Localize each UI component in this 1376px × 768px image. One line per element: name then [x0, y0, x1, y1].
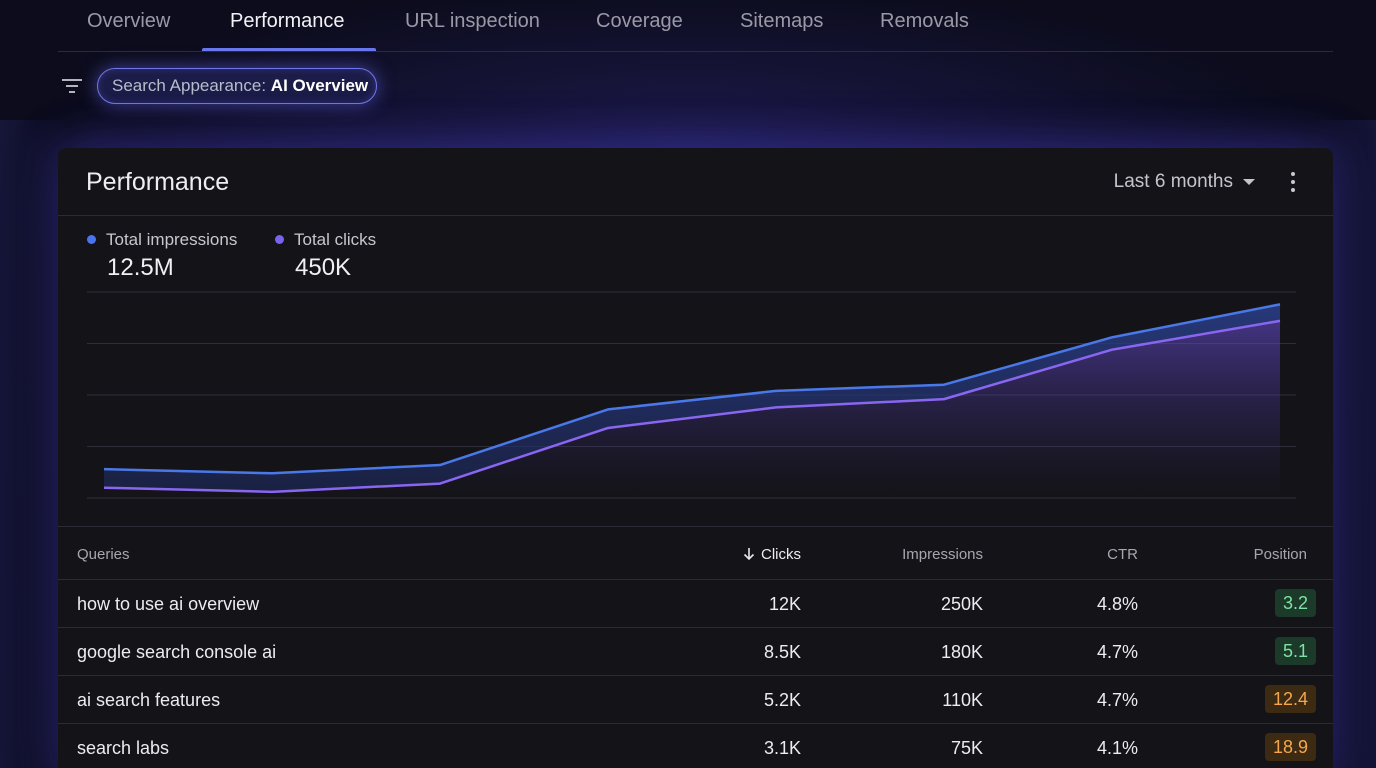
header-clicks-label: Clicks [761, 546, 801, 563]
query-cell: how to use ai overview [77, 594, 260, 614]
position-badge: 18.9 [1264, 733, 1316, 761]
table-header-row: Queries Clicks Impressions CTR Position [58, 526, 1333, 580]
table-row[interactable]: search labs 3.1K 75K 4.1% 18.9 [58, 724, 1333, 768]
header-queries[interactable]: Queries [77, 546, 130, 563]
filter-icon[interactable] [61, 76, 83, 96]
metric-label: Total clicks [294, 230, 377, 249]
clicks-cell: 5.2K [763, 690, 801, 710]
search-appearance-filter-chip[interactable]: Search Appearance: AI Overview [97, 68, 377, 104]
table-row[interactable]: ai search features 5.2K 110K 4.7% 12.4 [58, 676, 1333, 724]
header-impressions[interactable]: Impressions [902, 546, 983, 563]
ctr-cell: 4.1% [1096, 738, 1138, 758]
impressions-cell: 180K [940, 642, 983, 662]
performance-card: Performance Last 6 months Total impressi… [58, 148, 1333, 768]
date-range-label: Last 6 months [1113, 171, 1233, 192]
header-position[interactable]: Position [1253, 546, 1307, 563]
tab-sitemaps[interactable]: Sitemaps [740, 10, 824, 32]
header-clicks[interactable]: Clicks [743, 546, 801, 563]
clicks-cell: 8.5K [763, 642, 801, 662]
card-title: Performance [86, 168, 230, 196]
metric-total-clicks[interactable]: Total clicks 450K [275, 230, 376, 282]
clicks-cell: 3.1K [763, 738, 801, 758]
metric-total-impressions[interactable]: Total impressions 12.5M [87, 230, 237, 282]
tab-removals[interactable]: Removals [880, 10, 969, 32]
active-tab-indicator [202, 48, 376, 51]
position-badge: 3.2 [1274, 589, 1316, 617]
impressions-cell: 110K [942, 690, 983, 710]
caret-down-icon [1243, 178, 1255, 185]
ctr-cell: 4.7% [1096, 642, 1138, 662]
metric-value: 12.5M [107, 254, 174, 281]
clicks-cell: 12K [768, 594, 801, 614]
ctr-cell: 4.8% [1096, 594, 1138, 614]
impressions-dot-icon [87, 235, 96, 244]
queries-table: Queries Clicks Impressions CTR Position … [58, 526, 1333, 768]
tab-url-inspection[interactable]: URL inspection [405, 10, 540, 32]
filter-chip-value: AI Overview [270, 76, 369, 95]
query-cell: ai search features [77, 690, 221, 710]
tab-coverage[interactable]: Coverage [596, 10, 683, 32]
metric-value: 450K [295, 254, 352, 281]
performance-chart [87, 291, 1296, 499]
table-row[interactable]: how to use ai overview 12K 250K 4.8% 3.2 [58, 580, 1333, 628]
impressions-series-line [103, 303, 1281, 475]
date-range-dropdown[interactable]: Last 6 months [1114, 171, 1255, 193]
tab-performance[interactable]: Performance [230, 10, 345, 32]
top-tab-bar: Overview Performance URL inspection Cove… [58, 0, 1333, 52]
arrow-down-icon [743, 548, 755, 561]
clicks-series-line [103, 319, 1281, 494]
table-row[interactable]: google search console ai 8.5K 180K 4.7% … [58, 628, 1333, 676]
card-header-divider [58, 215, 1333, 216]
tab-overview[interactable]: Overview [87, 10, 171, 32]
ctr-cell: 4.7% [1096, 690, 1138, 710]
query-cell: search labs [77, 738, 170, 758]
query-cell: google search console ai [77, 642, 277, 662]
impressions-cell: 75K [950, 738, 983, 758]
header-ctr[interactable]: CTR [1107, 546, 1138, 563]
metric-label: Total impressions [106, 230, 238, 249]
filter-chip-label: Search Appearance: [112, 76, 267, 95]
more-vert-icon[interactable] [1289, 172, 1297, 194]
position-badge: 5.1 [1274, 637, 1316, 665]
position-badge: 12.4 [1264, 685, 1316, 713]
impressions-cell: 250K [940, 594, 983, 614]
clicks-dot-icon [275, 235, 284, 244]
clicks-area [104, 320, 1280, 498]
